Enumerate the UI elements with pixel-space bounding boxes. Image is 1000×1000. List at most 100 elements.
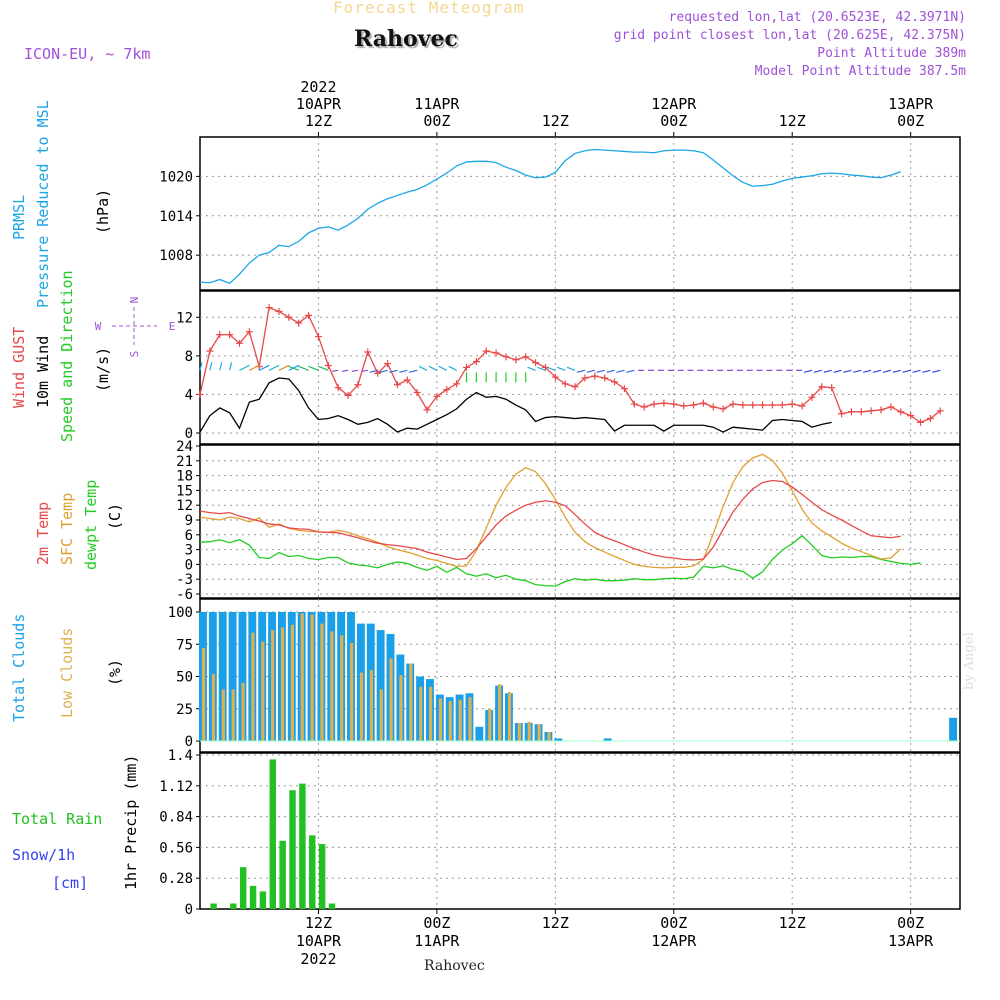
gust-line-point xyxy=(601,374,609,382)
clouds-ytick-label: 25 xyxy=(176,702,193,718)
t2m-label: 2m Temp xyxy=(34,502,52,565)
bottom-time-label: 00Z xyxy=(897,914,924,932)
temp-ytick-label: 6 xyxy=(185,528,193,544)
gust-line-point xyxy=(581,374,589,382)
low-cloud-bar xyxy=(221,689,225,741)
low-cloud-bar xyxy=(488,708,492,741)
prmsl-label: PRMSL xyxy=(10,195,28,240)
temp-ytick-label: 3 xyxy=(185,543,193,559)
wind-direction-arrow xyxy=(537,366,546,371)
gust-line-point xyxy=(433,392,441,400)
low-cloud-bar xyxy=(498,684,502,741)
low-clouds-label: Low Clouds xyxy=(58,628,76,718)
top-time-label: 13APR xyxy=(888,95,934,113)
gust-line-point xyxy=(354,381,362,389)
sfc-label: SFC Temp xyxy=(58,493,76,565)
low-cloud-bar xyxy=(468,697,472,741)
gust-line-point xyxy=(788,400,796,408)
compass-w: W xyxy=(95,320,102,333)
gust-line-point xyxy=(680,402,688,410)
precip-bar xyxy=(328,903,336,909)
wind-direction-arrow xyxy=(209,362,213,371)
gust-line-point xyxy=(611,378,619,386)
precip-ytick-label: 0.84 xyxy=(159,810,193,826)
wind-direction-arrow xyxy=(219,362,223,371)
bottom-time-label: 00Z xyxy=(660,914,687,932)
top-time-label: 00Z xyxy=(897,112,924,130)
precip-ytick-label: 1.12 xyxy=(159,779,193,795)
prmsl-desc: Pressure Reduced to MSL xyxy=(34,100,52,308)
gust-line-point xyxy=(670,400,678,408)
wind-direction-arrow xyxy=(843,369,852,373)
gust-line-point xyxy=(235,339,243,347)
temp-ytick-label: 9 xyxy=(185,513,193,529)
clouds-ytick-label: 0 xyxy=(185,734,193,750)
wind-direction-arrow xyxy=(892,369,901,373)
bottom-time-label: 12Z xyxy=(305,914,332,932)
gust-line-point xyxy=(522,353,530,361)
gust-line-point xyxy=(897,408,905,416)
gust-line-point xyxy=(709,403,717,411)
precip-bar xyxy=(289,790,296,909)
wind-direction-arrow xyxy=(547,366,556,371)
wind-direction-arrow xyxy=(361,369,368,372)
precip-bar xyxy=(239,867,247,909)
gust-line-point xyxy=(492,349,500,357)
wind-direction-arrow xyxy=(566,366,576,371)
gust-line-point xyxy=(739,401,747,409)
low-cloud-bar xyxy=(428,686,433,741)
gust-line-point xyxy=(393,381,401,389)
wind-dir-label: Speed and Direction xyxy=(58,270,76,442)
gust-line-point xyxy=(482,347,490,355)
precip-bar xyxy=(210,903,217,909)
wind-direction-arrow xyxy=(863,369,872,373)
low-cloud-bar xyxy=(547,731,551,741)
wind-direction-arrow xyxy=(922,369,931,373)
wind-ytick-label: 4 xyxy=(185,387,193,403)
gust-line-point xyxy=(551,373,559,381)
bottom-time-label: 12Z xyxy=(779,914,806,932)
gust-line-point xyxy=(344,391,352,399)
gust-line-point xyxy=(620,385,628,393)
wind-direction-arrow xyxy=(278,364,290,371)
gust-line-point xyxy=(798,402,806,410)
low-cloud-bar xyxy=(280,627,285,741)
wind-direction-arrow xyxy=(389,369,398,373)
precip-bar xyxy=(249,885,257,909)
temp-ytick-label: 24 xyxy=(176,439,193,455)
wind10m-line xyxy=(199,377,832,433)
gust-line-point xyxy=(847,408,855,416)
total-cloud-bar xyxy=(238,612,247,741)
wind-direction-arrow xyxy=(872,369,882,373)
gust-line-point xyxy=(305,311,313,319)
model-altitude: Model Point Altitude 387.5m xyxy=(754,64,966,79)
prmsl-unit: (hPa) xyxy=(94,189,112,234)
wind-direction-arrow xyxy=(803,369,813,373)
wind-ytick-label: 0 xyxy=(185,426,193,442)
snow-label: Snow/1h xyxy=(12,846,75,864)
bottom-time-label: 12APR xyxy=(651,932,697,950)
low-cloud-bar xyxy=(231,689,235,741)
gust-line-point xyxy=(690,401,698,409)
low-cloud-bar xyxy=(350,642,354,741)
gust-line-point xyxy=(660,399,668,407)
top-time-label: 11APR xyxy=(414,95,460,113)
top-time-label: 2022 xyxy=(300,78,336,96)
total-cloud-bar xyxy=(475,726,484,741)
gust-line-point xyxy=(472,358,480,366)
gust-line-point xyxy=(640,403,648,411)
gust-line-point xyxy=(808,393,816,401)
gust-line-point xyxy=(818,383,826,391)
gust-line-point xyxy=(630,400,638,408)
temp-ytick-label: 12 xyxy=(176,498,193,514)
gust-line-point xyxy=(226,331,234,339)
wind-direction-arrow xyxy=(268,364,280,371)
wind-panel-frame xyxy=(199,290,961,445)
precip-bar xyxy=(269,759,276,909)
sfc-temp-line xyxy=(199,453,902,569)
precip-ytick-label: 0 xyxy=(185,902,193,918)
wind-direction-arrow xyxy=(586,369,595,373)
wind-direction-arrow xyxy=(341,369,349,372)
gust-line-point xyxy=(453,380,461,388)
